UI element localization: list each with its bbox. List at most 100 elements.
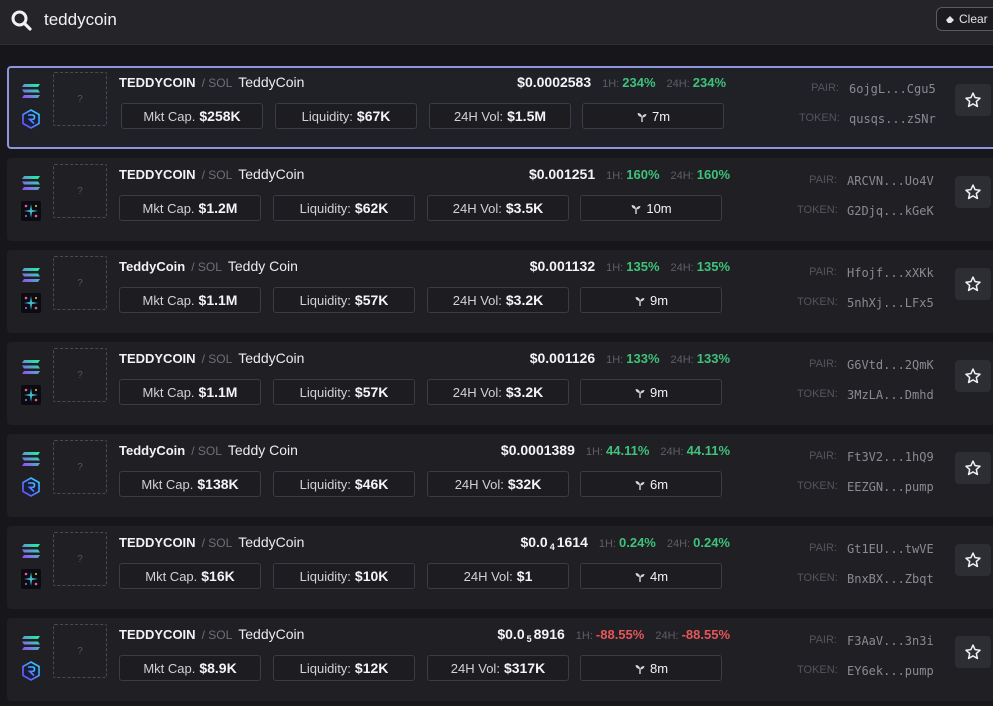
solana-icon bbox=[21, 359, 41, 375]
star-icon bbox=[964, 183, 982, 201]
result-row[interactable]: ? TEDDYCOIN / SOL TeddyCoin $0.0 5 8916 1H: -88.… bbox=[7, 618, 993, 701]
favorite-button[interactable] bbox=[955, 268, 991, 300]
search-input[interactable] bbox=[44, 6, 904, 34]
token-address[interactable]: TOKEN: 5nhXj...LFx5 bbox=[797, 296, 934, 312]
sprout-icon bbox=[634, 662, 646, 674]
change-24h-label: 24H: bbox=[660, 446, 684, 458]
orca-icon bbox=[21, 293, 41, 313]
pair-address[interactable]: PAIR: Hfojf...xXKk bbox=[797, 266, 934, 282]
age-value: 8m bbox=[649, 660, 669, 676]
favorite-button[interactable] bbox=[955, 84, 991, 116]
pair-address-value: ARCVN...Uo4V bbox=[847, 174, 934, 188]
token-address[interactable]: TOKEN: EY6ek...pump bbox=[797, 664, 934, 680]
change-1h-label: 1H: bbox=[575, 630, 593, 642]
raydium-icon bbox=[21, 661, 41, 681]
market-cap-box: Mkt Cap. $8.9K bbox=[119, 655, 261, 681]
liquidity-box: Liquidity: $10K bbox=[273, 563, 415, 589]
pair-address[interactable]: PAIR: Ft3V2...1hQ9 bbox=[797, 450, 934, 466]
token-address[interactable]: TOKEN: BnxBX...Zbqt bbox=[797, 572, 934, 588]
change-24h-label: 24H: bbox=[670, 262, 694, 274]
search-icon bbox=[11, 10, 32, 31]
orca-icon bbox=[21, 201, 41, 221]
age-value: 9m bbox=[649, 384, 669, 400]
token-address-value: qusqs...zSNr bbox=[849, 112, 936, 126]
change-1h-value: 160% bbox=[626, 167, 660, 182]
volume-value: $1.5M bbox=[507, 108, 547, 124]
price-line: $0.0 4 1614 1H: 0.24% 24H: 0.24% bbox=[520, 534, 730, 552]
pair-address[interactable]: PAIR: ARCVN...Uo4V bbox=[797, 174, 934, 190]
volume-value: $32K bbox=[507, 476, 542, 492]
change-24h-label: 24H: bbox=[670, 170, 694, 182]
price-line: $0.001251 1H: 160% 24H: 160% bbox=[529, 166, 730, 184]
result-row[interactable]: ? TEDDYCOIN / SOL TeddyCoin $0.001126 1H: 133%… bbox=[7, 342, 993, 425]
pair-address[interactable]: PAIR: Gt1EU...twVE bbox=[797, 542, 934, 558]
market-cap-box: Mkt Cap. $1.2M bbox=[119, 195, 261, 221]
change-24h-label: 24H: bbox=[666, 538, 691, 550]
token-name: TeddyCoin bbox=[238, 350, 305, 366]
change-24h-value: -88.55% bbox=[681, 627, 730, 642]
sprout-icon bbox=[636, 110, 648, 122]
volume-box: 24H Vol: $1 bbox=[427, 563, 569, 589]
favorite-button[interactable] bbox=[955, 360, 991, 392]
price-value: $0.001251 bbox=[528, 166, 596, 182]
volume-value: $3.2K bbox=[505, 384, 544, 400]
orca-icon bbox=[21, 385, 41, 405]
pair-address[interactable]: PAIR: G6Vtd...2QmK bbox=[797, 358, 934, 374]
result-row[interactable]: ? TEDDYCOIN / SOL TeddyCoin $0.0002583 1H: 234… bbox=[7, 66, 993, 149]
quote-symbol: / SOL bbox=[201, 628, 233, 642]
change-24h-value: 160% bbox=[696, 167, 730, 182]
token-label: TOKEN: bbox=[797, 480, 838, 492]
market-cap-box: Mkt Cap. $258K bbox=[121, 103, 263, 129]
result-row[interactable]: ? TeddyCoin / SOL Teddy Coin $0.001132 1H: 135… bbox=[7, 250, 993, 333]
volume-value: $317K bbox=[503, 660, 546, 676]
liquidity-box: Liquidity: $12K bbox=[273, 655, 415, 681]
result-row[interactable]: ? TEDDYCOIN / SOL TeddyCoin $0.0 4 1614 1H: 0.24… bbox=[7, 526, 993, 609]
pair-address[interactable]: PAIR: 6ojgL...Cgu5 bbox=[799, 82, 936, 98]
change-1h-value: 44.11% bbox=[606, 443, 650, 458]
star-icon bbox=[964, 91, 982, 109]
token-image-placeholder: ? bbox=[53, 348, 107, 402]
volume-label: 24H Vol: bbox=[450, 660, 500, 676]
token-label: TOKEN: bbox=[797, 664, 838, 676]
quote-symbol: / SOL bbox=[201, 352, 233, 366]
pair-address[interactable]: PAIR: F3AaV...3n3i bbox=[797, 634, 934, 650]
token-address-value: BnxBX...Zbqt bbox=[847, 572, 934, 586]
liquidity-label: Liquidity: bbox=[299, 384, 351, 400]
market-cap-label: Mkt Cap. bbox=[143, 660, 196, 676]
volume-label: 24H Vol: bbox=[453, 108, 504, 124]
price-value: $0.0001389 bbox=[500, 442, 575, 458]
liquidity-value: $62K bbox=[354, 200, 389, 216]
age-value: 4m bbox=[649, 568, 669, 584]
market-cap-label: Mkt Cap. bbox=[141, 476, 194, 492]
token-address[interactable]: TOKEN: EEZGN...pump bbox=[797, 480, 934, 496]
favorite-button[interactable] bbox=[955, 544, 991, 576]
solana-icon bbox=[21, 451, 41, 467]
result-row[interactable]: ? TEDDYCOIN / SOL TeddyCoin $0.001251 1H: 160%… bbox=[7, 158, 993, 241]
token-address-value: EY6ek...pump bbox=[847, 664, 934, 678]
price-zero-count: 4 bbox=[549, 542, 555, 552]
token-address[interactable]: TOKEN: 3MzLA...Dmhd bbox=[797, 388, 934, 404]
favorite-button[interactable] bbox=[955, 176, 991, 208]
volume-box: 24H Vol: $32K bbox=[427, 471, 569, 497]
search-bar: Clear bbox=[0, 0, 993, 45]
clear-button[interactable]: Clear bbox=[936, 7, 993, 31]
favorite-button[interactable] bbox=[955, 452, 991, 484]
raydium-icon bbox=[21, 477, 41, 497]
token-address[interactable]: TOKEN: qusqs...zSNr bbox=[799, 112, 936, 128]
age-value: 9m bbox=[649, 292, 669, 308]
market-cap-label: Mkt Cap. bbox=[145, 568, 198, 584]
volume-label: 24H Vol: bbox=[452, 292, 502, 308]
pair-address-value: G6Vtd...2QmK bbox=[847, 358, 934, 372]
favorite-button[interactable] bbox=[955, 636, 991, 668]
pair-address-value: Hfojf...xXKk bbox=[847, 266, 934, 280]
volume-value: $1 bbox=[516, 568, 533, 584]
star-icon bbox=[964, 551, 982, 569]
pair-label: PAIR: bbox=[809, 174, 837, 186]
change-1h-value: 0.24% bbox=[619, 535, 656, 550]
token-address-value: G2Djq...kGeK bbox=[847, 204, 934, 218]
token-address[interactable]: TOKEN: G2Djq...kGeK bbox=[797, 204, 934, 220]
token-address-value: 5nhXj...LFx5 bbox=[847, 296, 934, 310]
result-row[interactable]: ? TeddyCoin / SOL Teddy Coin $0.0001389 1H: 44… bbox=[7, 434, 993, 517]
token-names: TeddyCoin / SOL Teddy Coin bbox=[119, 258, 298, 276]
liquidity-value: $12K bbox=[354, 660, 389, 676]
